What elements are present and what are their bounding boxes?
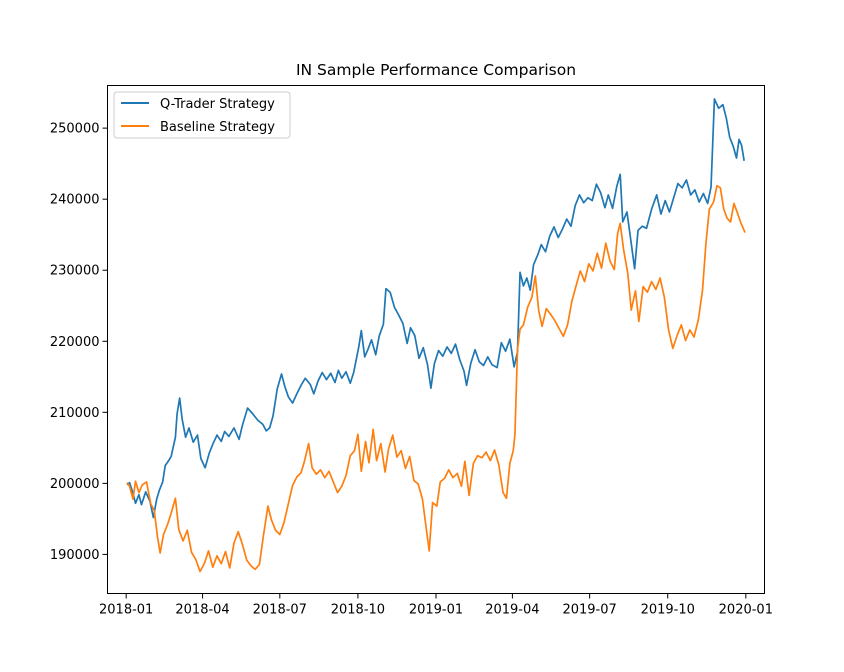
series-line-0 xyxy=(126,98,745,519)
y-tick-label: 240000 xyxy=(50,193,100,208)
legend-label-q-trader: Q-Trader Strategy xyxy=(160,97,275,112)
y-tick-label: 190000 xyxy=(50,548,100,563)
y-tick-label: 200000 xyxy=(50,477,100,492)
series-layer xyxy=(126,98,746,573)
x-tick-label: 2019-01 xyxy=(409,603,463,618)
legend: Q-Trader Strategy Baseline Strategy xyxy=(113,91,291,139)
y-axis: 190000 200000 210000 220000 230000 240000 2500… xyxy=(50,122,108,563)
x-tick-label: 2018-10 xyxy=(331,603,385,618)
x-tick-label: 2018-04 xyxy=(175,603,229,618)
x-tick-label: 2019-07 xyxy=(562,603,616,618)
legend-label-baseline: Baseline Strategy xyxy=(160,120,275,135)
x-tick-label: 2020-01 xyxy=(719,603,773,618)
x-axis: 2018-01 2018-04 2018-07 2018-10 2019-01 2019-… xyxy=(99,593,773,618)
x-tick-label: 2019-04 xyxy=(485,603,539,618)
y-tick-label: 220000 xyxy=(50,335,100,350)
x-tick-label: 2019-10 xyxy=(641,603,695,618)
x-tick-label: 2018-01 xyxy=(99,603,153,618)
legend-box xyxy=(113,91,291,139)
chart-title: IN Sample Performance Comparison xyxy=(296,61,576,79)
y-tick-label: 230000 xyxy=(50,264,100,279)
x-tick-label: 2018-07 xyxy=(253,603,307,618)
y-tick-label: 210000 xyxy=(50,406,100,421)
y-tick-label: 250000 xyxy=(50,122,100,137)
series-line-1 xyxy=(126,184,746,573)
